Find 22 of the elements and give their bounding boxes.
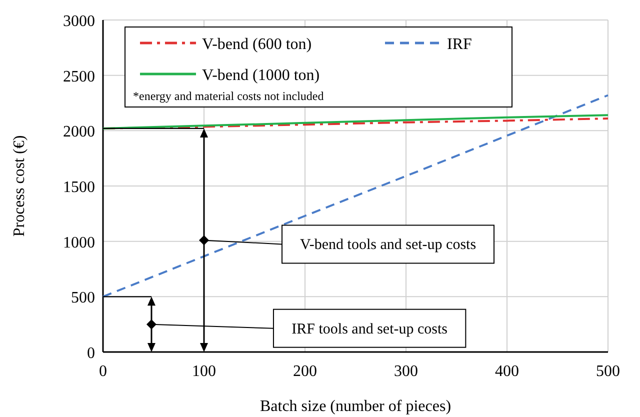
x-tick-label: 100 bbox=[192, 363, 216, 380]
annotation: V-bend tools and set-up costs bbox=[300, 237, 476, 254]
line-series bbox=[102, 114, 609, 130]
annotation: IRF tools and set-up costs bbox=[292, 321, 448, 338]
y-tick-label: 500 bbox=[71, 290, 95, 307]
y-tick-label: 0 bbox=[87, 345, 95, 362]
y-tick-label: 1000 bbox=[63, 234, 95, 252]
legend-label: V-bend (1000 ton) bbox=[202, 67, 320, 84]
x-tick-label: 0 bbox=[99, 363, 107, 380]
legend-label: IRF bbox=[447, 36, 472, 53]
x-tick-label: 500 bbox=[596, 363, 620, 380]
x-tick-label: 400 bbox=[495, 363, 519, 380]
x-tick-label: 300 bbox=[394, 363, 418, 380]
legend-label: V-bend (600 ton) bbox=[202, 36, 312, 53]
x-tick-label: 200 bbox=[293, 363, 317, 380]
y-tick-label: 3000 bbox=[63, 13, 95, 30]
y-tick-label: 2000 bbox=[63, 124, 95, 141]
y-tick-label: 2500 bbox=[63, 68, 95, 86]
y-tick-label: 1500 bbox=[63, 179, 95, 196]
x-axis-title: Batch size (number of pieces) bbox=[260, 398, 452, 415]
y-axis-title: Process cost (€) bbox=[11, 135, 28, 237]
annotation: *energy and material costs not included bbox=[133, 89, 324, 103]
